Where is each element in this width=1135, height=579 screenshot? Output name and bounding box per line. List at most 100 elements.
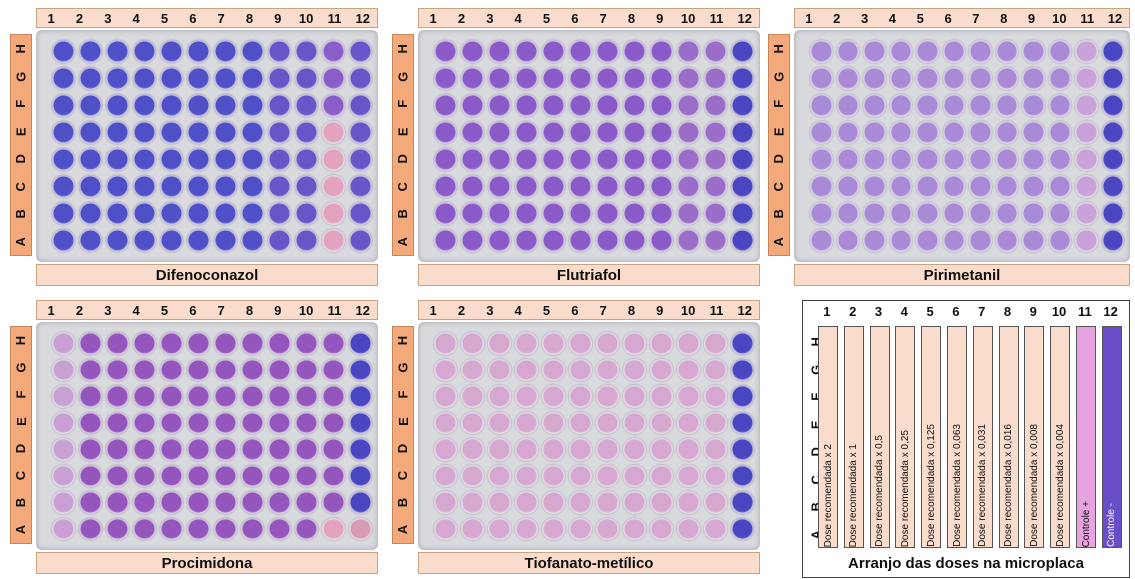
well <box>434 491 457 514</box>
well <box>969 121 992 144</box>
well <box>241 464 264 487</box>
well <box>731 464 754 487</box>
well <box>889 175 912 198</box>
well <box>1101 229 1124 252</box>
column-label: 2 <box>457 302 466 318</box>
row-label: G <box>771 71 787 82</box>
well <box>596 491 619 514</box>
row-label: A <box>395 524 411 535</box>
row-label-bar: A B C D E F G H <box>10 34 32 256</box>
well <box>187 464 210 487</box>
row-label: B <box>395 209 411 219</box>
well <box>542 67 565 90</box>
column-label: 2 <box>75 302 84 318</box>
well <box>677 202 700 225</box>
column-label: 7 <box>599 302 607 318</box>
well <box>1075 148 1098 171</box>
well <box>650 491 673 514</box>
column-label: 2 <box>833 10 841 26</box>
layout-column-label: 9 <box>1029 304 1037 319</box>
dose-strip: Dose recomendada x 0,25 <box>895 326 916 548</box>
well <box>241 385 264 408</box>
well <box>1048 229 1071 252</box>
well <box>214 464 237 487</box>
well <box>889 121 912 144</box>
well <box>133 411 156 434</box>
well <box>569 148 592 171</box>
well <box>106 94 129 117</box>
well <box>322 148 345 171</box>
well <box>731 332 754 355</box>
well <box>731 202 754 225</box>
well <box>214 438 237 461</box>
well <box>889 94 912 117</box>
well <box>1075 67 1098 90</box>
well <box>322 385 345 408</box>
well <box>268 94 291 117</box>
well <box>969 94 992 117</box>
well <box>79 491 102 514</box>
well <box>461 175 484 198</box>
well <box>79 517 102 540</box>
well <box>295 121 318 144</box>
well <box>133 94 156 117</box>
well <box>596 385 619 408</box>
well <box>461 385 484 408</box>
well <box>187 67 210 90</box>
well <box>322 40 345 63</box>
well <box>52 175 75 198</box>
well <box>596 121 619 144</box>
well <box>488 175 511 198</box>
well <box>704 202 727 225</box>
well <box>731 40 754 63</box>
well <box>942 94 965 117</box>
well <box>295 94 318 117</box>
well <box>677 332 700 355</box>
well <box>542 40 565 63</box>
column-label: 5 <box>542 302 551 318</box>
well <box>623 148 646 171</box>
well <box>241 229 264 252</box>
well <box>704 121 727 144</box>
well <box>241 202 264 225</box>
well <box>349 358 372 381</box>
well <box>704 517 727 540</box>
row-label: D <box>395 443 411 454</box>
well <box>889 148 912 171</box>
well <box>241 438 264 461</box>
well <box>1048 202 1071 225</box>
well <box>942 175 965 198</box>
well <box>1048 175 1071 198</box>
well <box>596 358 619 381</box>
well <box>268 332 291 355</box>
well <box>187 121 210 144</box>
well <box>596 464 619 487</box>
well <box>596 438 619 461</box>
well <box>214 175 237 198</box>
well <box>623 175 646 198</box>
well <box>52 121 75 144</box>
well <box>623 202 646 225</box>
well <box>542 332 565 355</box>
well <box>515 332 538 355</box>
well <box>349 385 372 408</box>
well <box>810 229 833 252</box>
well <box>434 438 457 461</box>
well <box>995 229 1018 252</box>
well <box>542 517 565 540</box>
well <box>295 229 318 252</box>
row-label-bar: A B C D E F G H <box>392 34 414 256</box>
row-label: C <box>395 181 411 191</box>
well <box>650 332 673 355</box>
layout-column-label: 2 <box>849 304 857 319</box>
well <box>241 358 264 381</box>
layout-column-label: 7 <box>978 304 986 319</box>
well <box>52 464 75 487</box>
row-label: C <box>13 181 29 191</box>
well <box>461 358 484 381</box>
well <box>1101 67 1124 90</box>
well <box>623 94 646 117</box>
well <box>889 202 912 225</box>
well <box>349 94 372 117</box>
well <box>969 40 992 63</box>
